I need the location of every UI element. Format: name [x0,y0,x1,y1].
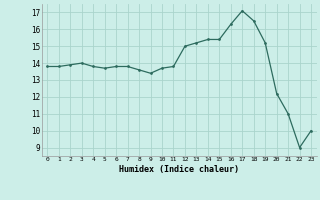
X-axis label: Humidex (Indice chaleur): Humidex (Indice chaleur) [119,165,239,174]
